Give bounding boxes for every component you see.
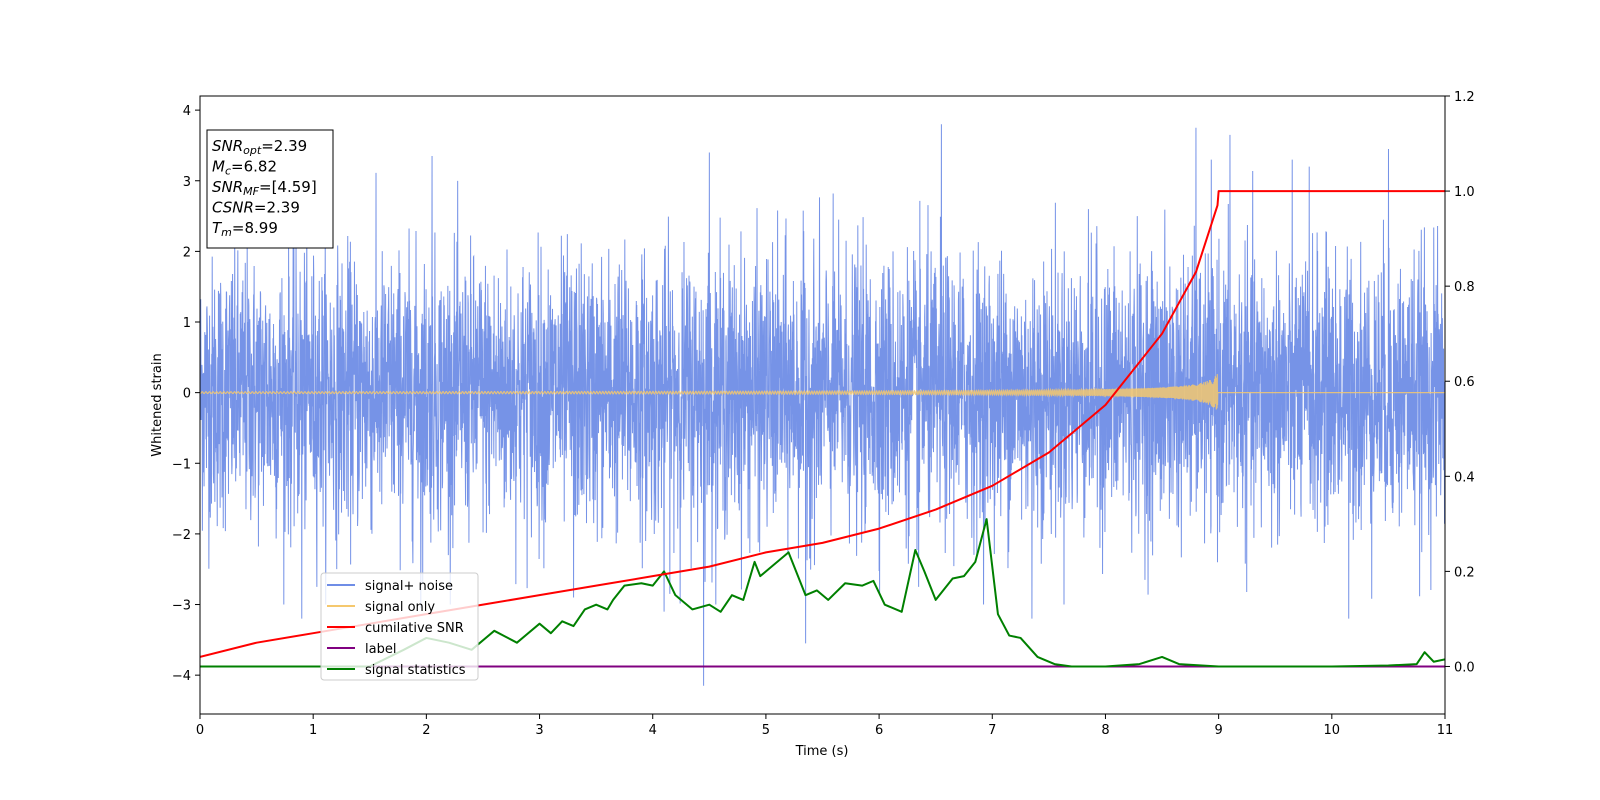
y-left-tick-label: −1 [172, 457, 191, 472]
legend: signal+ noise signal only cumilative SNR la… [320, 572, 479, 681]
y-left-tick-label: 4 [183, 104, 191, 119]
legend-label: signal statistics [365, 663, 466, 678]
info-line: Tm=8.99 [212, 219, 278, 239]
x-tick-label: 1 [309, 723, 317, 738]
info-box-frame [206, 129, 334, 249]
legend-label: cumilative SNR [365, 621, 464, 636]
y-right-tick-label: 1.2 [1454, 90, 1475, 105]
info-line: Mc=6.82 [212, 158, 277, 178]
y-left-tick-label: 0 [183, 387, 191, 402]
y-right-tick-label: 0.0 [1454, 660, 1475, 675]
x-tick-label: 3 [535, 723, 543, 738]
signal-only-line [200, 374, 1445, 410]
y-axis-label: Whitened strain [150, 353, 165, 456]
y-left-tick-label: −2 [172, 528, 191, 543]
x-tick-label: 0 [196, 723, 204, 738]
info-line: CSNR=2.39 [212, 199, 300, 217]
info-line: SNRMF=[4.59] [212, 178, 317, 198]
legend-label: signal+ noise [365, 579, 453, 594]
x-tick-label: 5 [762, 723, 770, 738]
y-left-tick-label: 3 [183, 175, 191, 190]
info-line: SNRopt=2.39 [212, 137, 307, 157]
legend-label: signal only [365, 600, 435, 615]
y-right-tick-label: 0.4 [1454, 470, 1475, 485]
x-tick-label: 9 [1214, 723, 1222, 738]
y-left-tick-label: −3 [172, 599, 191, 614]
y-right-tick-label: 0.6 [1454, 375, 1475, 390]
plot-frame [199, 95, 1446, 715]
x-tick-label: 10 [1324, 723, 1341, 738]
y-right-tick-label: 1.0 [1454, 185, 1475, 200]
y-left-tick-label: 2 [183, 245, 191, 260]
x-axis-label: Time (s) [795, 744, 849, 759]
legend-label: label [365, 642, 396, 657]
y-right-tick-label: 0.2 [1454, 565, 1475, 580]
signal-noise-line [200, 124, 1445, 686]
x-tick-label: 8 [1101, 723, 1109, 738]
y-left-tick-label: 1 [183, 316, 191, 331]
signal-statistics-line [200, 518, 1445, 668]
axes-layer: 0 1 2 3 4 5 6 7 8 9 10 11 −4 −3 −2 −1 0 1 2 3 4 0.0 0.2 0.4 0.6 0… [172, 90, 1475, 738]
x-tick-label: 11 [1437, 723, 1454, 738]
legend-frame [320, 572, 479, 681]
x-tick-label: 7 [988, 723, 996, 738]
x-tick-label: 2 [422, 723, 430, 738]
x-tick-label: 6 [875, 723, 883, 738]
y-right-tick-label: 0.8 [1454, 280, 1475, 295]
x-tick-label: 4 [649, 723, 657, 738]
y-left-tick-label: −4 [172, 669, 191, 684]
